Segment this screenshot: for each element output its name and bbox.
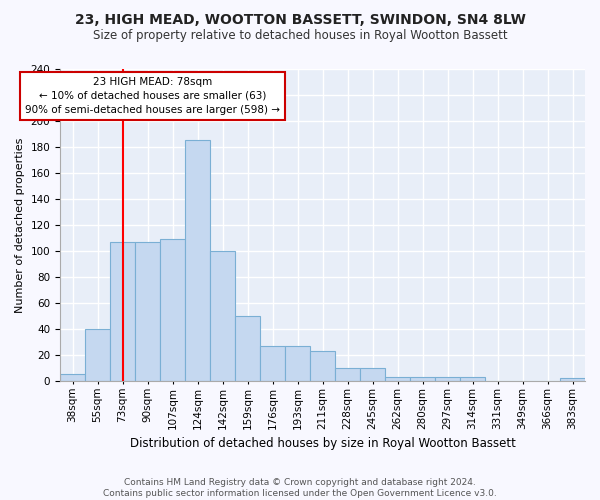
Text: 23, HIGH MEAD, WOOTTON BASSETT, SWINDON, SN4 8LW: 23, HIGH MEAD, WOOTTON BASSETT, SWINDON,… <box>74 12 526 26</box>
Bar <box>560 378 585 381</box>
Bar <box>60 374 85 381</box>
Bar <box>410 377 435 381</box>
Bar <box>335 368 360 381</box>
Bar <box>260 346 285 381</box>
Y-axis label: Number of detached properties: Number of detached properties <box>15 138 25 312</box>
Bar <box>435 377 460 381</box>
X-axis label: Distribution of detached houses by size in Royal Wootton Bassett: Distribution of detached houses by size … <box>130 437 515 450</box>
Bar <box>285 346 310 381</box>
Bar <box>160 240 185 381</box>
Bar <box>85 329 110 381</box>
Bar <box>235 316 260 381</box>
Bar <box>185 140 210 381</box>
Bar <box>460 377 485 381</box>
Text: Contains HM Land Registry data © Crown copyright and database right 2024.
Contai: Contains HM Land Registry data © Crown c… <box>103 478 497 498</box>
Bar <box>135 242 160 381</box>
Bar <box>210 251 235 381</box>
Bar <box>360 368 385 381</box>
Text: Size of property relative to detached houses in Royal Wootton Bassett: Size of property relative to detached ho… <box>92 29 508 42</box>
Bar <box>310 351 335 381</box>
Text: 23 HIGH MEAD: 78sqm
← 10% of detached houses are smaller (63)
90% of semi-detach: 23 HIGH MEAD: 78sqm ← 10% of detached ho… <box>25 77 280 115</box>
Bar <box>385 377 410 381</box>
Bar <box>110 242 135 381</box>
